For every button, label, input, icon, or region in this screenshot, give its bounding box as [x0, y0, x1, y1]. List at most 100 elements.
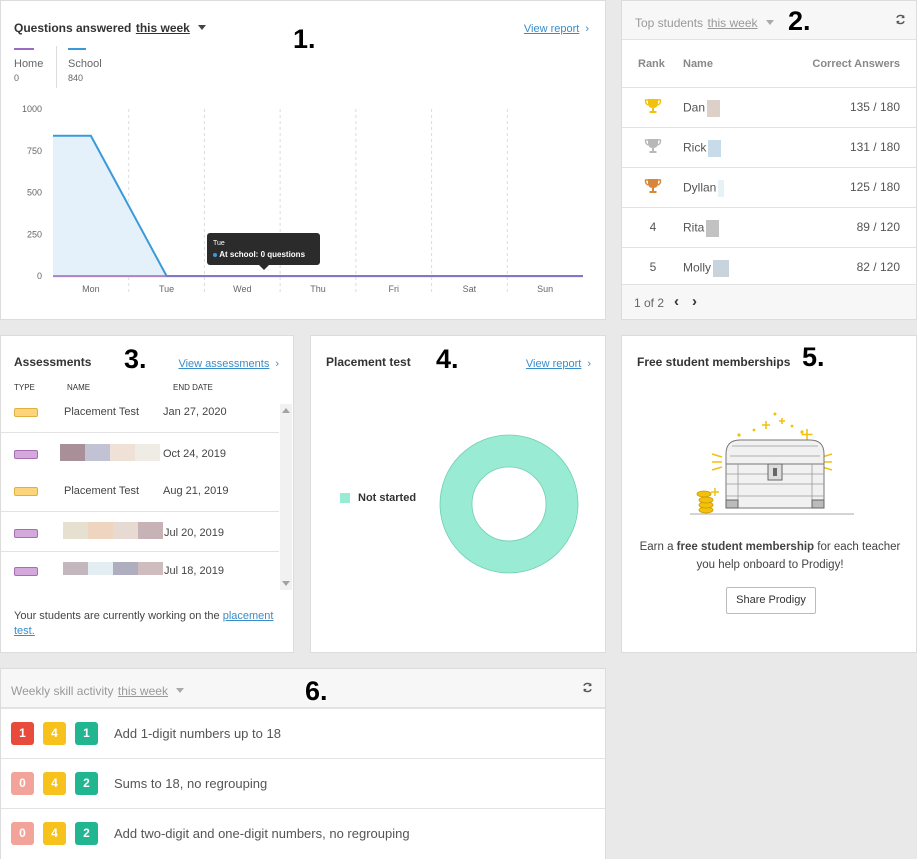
view-report-label[interactable]: View report: [523, 23, 580, 35]
top-students-card: Top students this week Rank Name Correct…: [621, 0, 917, 320]
chevron-right-icon: ›: [587, 358, 591, 370]
view-report-link-1[interactable]: View report ›: [524, 19, 589, 37]
memberships-text-pre: Earn a: [639, 541, 677, 553]
weekly-skill-title[interactable]: Weekly skill activity this week: [11, 682, 185, 700]
questions-title[interactable]: Questions answered this week: [14, 19, 207, 37]
student-score: 89 / 120: [856, 220, 900, 234]
assessment-row[interactable]: Oct 24, 2019: [1, 433, 279, 473]
weekly-skill-period-dropdown[interactable]: this week: [117, 684, 168, 698]
student-row[interactable]: Dan 135 / 180: [622, 87, 916, 127]
chevron-down-icon[interactable]: [176, 688, 185, 694]
annotation-2: 2.: [788, 6, 811, 36]
redaction-block: [85, 444, 110, 461]
assessment-type-assignment-icon: [14, 567, 38, 576]
assessments-title: Assessments: [14, 355, 92, 369]
assessment-type-assignment-icon: [14, 450, 38, 459]
assessment-row[interactable]: Jul 20, 2019: [1, 512, 279, 552]
assessment-row[interactable]: Placement Test Aug 21, 2019: [1, 472, 279, 512]
scroll-up-icon[interactable]: [282, 408, 290, 413]
student-name: Dyllan: [683, 180, 725, 197]
legend-school-value: 840: [68, 73, 84, 83]
share-prodigy-button[interactable]: Share Prodigy: [726, 587, 816, 614]
chevron-right-icon[interactable]: ›: [692, 293, 697, 310]
assessments-scrollbar[interactable]: [280, 404, 292, 590]
tooltip-dot-icon: [213, 252, 217, 257]
mastered-count-badge: 1: [75, 722, 98, 745]
not-started-label: Not started: [358, 492, 417, 504]
assessment-row[interactable]: Jul 18, 2019: [1, 552, 279, 592]
struggling-count-badge: 0: [11, 822, 34, 845]
top-students-title[interactable]: Top students this week: [635, 14, 774, 32]
student-row[interactable]: 4 Rita 89 / 120: [622, 207, 916, 247]
view-assessments-link[interactable]: View assessments ›: [178, 354, 279, 372]
annotation-3: 3.: [124, 344, 147, 374]
questions-answered-card: Questions answered this week View report…: [0, 0, 606, 320]
skill-row[interactable]: 0 4 2 Add two-digit and one-digit numbers, …: [1, 808, 605, 858]
refresh-icon[interactable]: [582, 682, 593, 693]
donut-inner-edge: [471, 466, 547, 542]
redaction-block: [113, 562, 138, 575]
annotation-4: 4.: [436, 344, 459, 374]
redacted-surname: [708, 140, 722, 157]
struggling-count-badge: 1: [11, 722, 34, 745]
student-score: 135 / 180: [849, 100, 900, 114]
student-row[interactable]: Dyllan 125 / 180: [622, 167, 916, 207]
student-name-text: Rita: [683, 220, 705, 235]
chevron-down-icon[interactable]: [198, 25, 207, 31]
tooltip-pointer: [259, 265, 269, 270]
legend-home-name: Home: [14, 58, 44, 70]
x-tick-label: Thu: [310, 284, 326, 294]
legend-divider: [56, 46, 57, 88]
legend-school-name: School: [68, 58, 102, 70]
redacted-surname: [713, 260, 730, 277]
student-name: Dan: [683, 100, 721, 117]
column-name: Name: [683, 58, 713, 70]
donut-ring: [440, 435, 578, 573]
refresh-icon[interactable]: [895, 14, 906, 25]
skill-row[interactable]: 1 4 1 Add 1-digit numbers up to 18: [1, 708, 605, 758]
assessment-type-placement-icon: [14, 487, 38, 496]
redacted-surname: [718, 180, 725, 197]
top-students-period-dropdown[interactable]: this week: [707, 16, 758, 30]
chevron-left-icon[interactable]: ‹: [674, 293, 679, 310]
assessment-type-assignment-icon: [14, 529, 38, 538]
student-row[interactable]: Rick 131 / 180: [622, 127, 916, 167]
rank-number: 5: [649, 260, 657, 274]
y-tick-label: 1000: [22, 104, 42, 114]
memberships-card: Free student memberships: [621, 335, 917, 653]
questions-line-chart: 1000 750 500 250 0 Mon Tue Wed Thu Fri Sat Sun: [22, 104, 583, 294]
student-name: Rita: [683, 220, 720, 237]
redaction-block: [88, 522, 113, 539]
trophy-bronze-icon: [641, 178, 665, 197]
tooltip-day: Tue: [213, 240, 225, 247]
practicing-count-badge: 4: [43, 722, 66, 745]
assessment-end-date: Oct 24, 2019: [163, 448, 226, 460]
view-report-link-4[interactable]: View report ›: [526, 354, 591, 372]
assessments-footer: Your students are currently working on t…: [14, 609, 284, 639]
not-started-swatch: [340, 493, 350, 503]
trophy-gold-icon: [641, 98, 665, 117]
redacted-surname: [707, 100, 721, 117]
assessment-end-date: Aug 21, 2019: [163, 485, 229, 497]
student-name: Rick: [683, 140, 722, 157]
annotation-5: 5.: [802, 342, 825, 372]
assessment-row[interactable]: Placement Test Jan 27, 2020: [1, 393, 279, 433]
redaction-block: [60, 444, 85, 461]
skill-row[interactable]: 0 4 2 Sums to 18, no regrouping: [1, 758, 605, 808]
scroll-down-icon[interactable]: [282, 581, 290, 586]
redacted-assessment-name: [63, 562, 163, 575]
view-assessments-label[interactable]: View assessments: [178, 358, 270, 370]
placement-test-link[interactable]: placement test.: [14, 610, 274, 637]
view-report-label[interactable]: View report: [525, 358, 582, 370]
y-tick-label: 500: [27, 188, 42, 198]
chevron-down-icon[interactable]: [765, 20, 774, 26]
student-name-text: Dan: [683, 100, 706, 115]
x-tick-label: Wed: [233, 284, 251, 294]
chevron-right-icon: ›: [585, 23, 589, 35]
redaction-block: [63, 562, 88, 575]
student-name-text: Molly: [683, 260, 712, 275]
student-row[interactable]: 5 Molly 82 / 120: [622, 247, 916, 287]
chevron-right-icon: ›: [275, 358, 279, 370]
assessments-footer-text: Your students are currently working on t…: [14, 610, 220, 622]
period-dropdown[interactable]: this week: [135, 21, 190, 35]
